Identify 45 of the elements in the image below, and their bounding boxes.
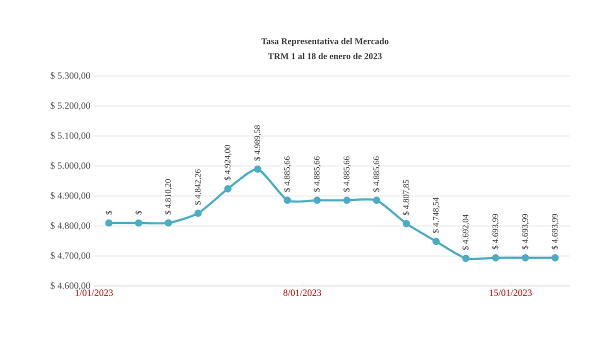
- point: [284, 196, 292, 204]
- data-label: $ 4.693,99: [551, 214, 559, 250]
- y-tick-label: $ 5.000,00: [50, 162, 90, 170]
- y-tick-label: $ 4.800,00: [50, 222, 90, 230]
- point: [402, 220, 410, 228]
- point: [522, 254, 530, 262]
- y-tick-label: $ 4.900,00: [50, 192, 90, 200]
- point: [134, 219, 142, 227]
- y-tick-label: $ 5.300,00: [50, 72, 90, 80]
- x-tick-label: 1/01/2023: [76, 290, 113, 296]
- y-tick-label: $ 5.200,00: [50, 102, 90, 110]
- point: [462, 254, 470, 262]
- x-tick-label: 15/01/2023: [490, 290, 532, 296]
- data-label: $ 4.807,85: [402, 180, 410, 216]
- data-label: $ 4.885,66: [313, 156, 321, 192]
- x-tick-label: 8/01/2023: [283, 290, 322, 296]
- chart-title: Tasa Representativa del Mercado: [261, 38, 388, 46]
- point: [194, 210, 202, 218]
- data-label: $ 4.810,20: [164, 179, 172, 214]
- data-label: $ 4.693,99: [522, 214, 530, 250]
- point: [105, 219, 113, 227]
- point: [551, 254, 559, 262]
- data-label: $ 4.693,99: [492, 214, 500, 250]
- data-label: $: [135, 210, 142, 214]
- point: [432, 238, 440, 246]
- data-label: $ 4.924,00: [224, 144, 232, 180]
- point: [164, 219, 172, 227]
- data-label: $: [105, 210, 112, 214]
- y-tick-label: $ 5.100,00: [50, 132, 90, 140]
- data-label: $ 4.989,58: [254, 125, 262, 161]
- data-label: $ 4.885,66: [372, 156, 380, 192]
- data-label: $ 4.885,66: [343, 156, 351, 192]
- point: [254, 165, 262, 173]
- point: [492, 254, 500, 262]
- data-label: $ 4.842,26: [194, 169, 202, 205]
- point: [313, 196, 321, 204]
- data-label: $ 4.692,04: [462, 214, 470, 250]
- data-label: $ 4.885,66: [284, 156, 292, 192]
- chart-subtitle: TRM 1 al 18 de enero de 2023: [268, 52, 382, 60]
- point: [343, 196, 351, 204]
- data-label: $ 4.748,54: [432, 197, 440, 233]
- y-tick-label: $ 4.700,00: [50, 252, 90, 260]
- point: [372, 196, 380, 204]
- y-tick-label: $ 4.600,00: [50, 282, 90, 290]
- point: [224, 185, 232, 192]
